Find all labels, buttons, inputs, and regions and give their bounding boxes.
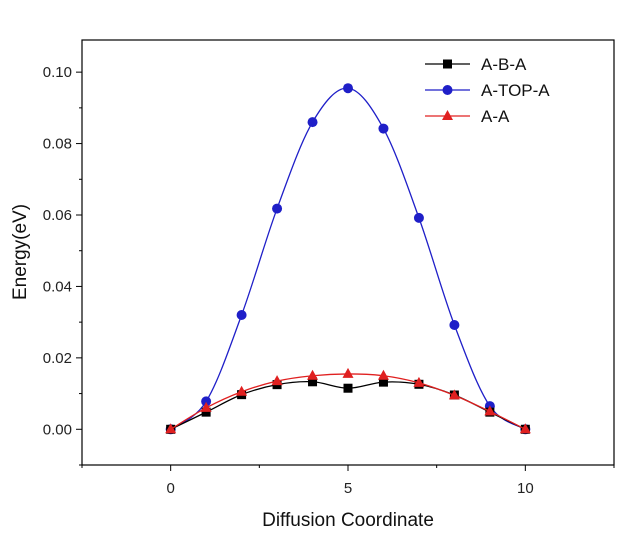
y-tick-label: 0.08: [43, 136, 72, 153]
x-tick-label: 10: [517, 480, 534, 497]
legend-item-a-top-a: A-TOP-A: [425, 81, 550, 100]
plot-frame: [81, 39, 615, 466]
data-point-a-a: [307, 369, 319, 380]
axis-ticks: 0 5 10 0.00 0.02 0.04 0.06 0.08 0.10: [43, 64, 615, 497]
data-point-a-a: [200, 401, 212, 412]
data-point-a-a: [271, 375, 283, 386]
series-a-b-a: [166, 377, 530, 434]
series-a-top-a: [165, 83, 531, 435]
data-point-a-b-a: [343, 383, 353, 393]
data-point-a-top-a: [378, 123, 389, 134]
data-point-a-top-a: [307, 117, 318, 128]
data-point-a-top-a: [413, 212, 424, 223]
y-tick-label: 0.02: [43, 350, 72, 367]
data-point-a-a: [377, 369, 389, 380]
data-point-a-a: [519, 423, 531, 434]
x-tick-label: 0: [166, 480, 174, 497]
data-point-a-a: [448, 389, 460, 400]
data-point-a-top-a: [236, 310, 247, 320]
data-point-a-a: [413, 376, 425, 387]
y-tick-label: 0.10: [43, 64, 72, 81]
legend-label: A-A: [481, 107, 510, 126]
data-point-a-a: [236, 385, 248, 396]
data-point-a-top-a: [343, 83, 353, 94]
legend: A-B-A A-TOP-A A-A: [425, 55, 550, 126]
y-axis-title: Energy(eV): [10, 204, 31, 300]
legend-marker: [442, 85, 453, 95]
series-line-a-top-a: [170, 87, 526, 430]
data-point-a-b-a: [308, 377, 318, 387]
data-point-a-top-a: [272, 203, 283, 214]
series-a-a: [165, 367, 531, 434]
data-point-a-b-a: [378, 377, 388, 387]
data-point-a-b-a: [201, 407, 211, 417]
series-line-a-a: [170, 373, 526, 430]
legend-marker: [443, 59, 452, 69]
y-tick-label: 0.06: [43, 207, 72, 224]
legend-label: A-B-A: [481, 55, 527, 74]
data-point-a-a: [165, 423, 177, 434]
series-layer: [165, 83, 531, 435]
legend-item-a-a: A-A: [425, 107, 510, 126]
data-point-a-a: [342, 367, 354, 378]
legend-marker: [442, 110, 453, 120]
x-axis-title: Diffusion Coordinate: [262, 510, 434, 531]
data-point-a-top-a: [201, 396, 212, 407]
y-tick-label: 0.04: [43, 278, 72, 295]
x-tick-label: 5: [344, 480, 352, 497]
legend-label: A-TOP-A: [481, 81, 550, 100]
data-point-a-top-a: [449, 320, 460, 330]
legend-item-a-b-a: A-B-A: [425, 55, 527, 74]
y-tick-label: 0.00: [43, 421, 72, 438]
data-point-a-a: [484, 405, 496, 416]
